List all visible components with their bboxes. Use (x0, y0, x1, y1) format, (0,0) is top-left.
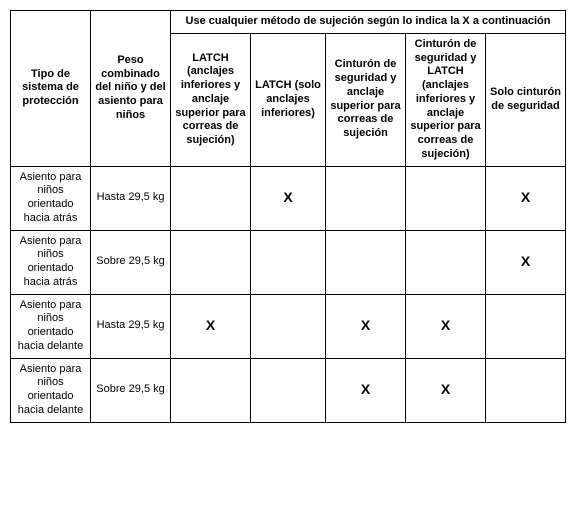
cell-weight: Sobre 29,5 kg (91, 358, 171, 422)
restraint-methods-table: Tipo de sistema de protección Peso combi… (10, 10, 566, 423)
cell-mark: X (486, 166, 566, 230)
subheader-belt-latch: Cinturón de seguridad y LATCH (anclajes … (406, 33, 486, 166)
table-row: Asiento para niños orientado hacia atrás… (11, 230, 566, 294)
cell-mark: X (326, 294, 406, 358)
cell-mark (326, 230, 406, 294)
cell-type: Asiento para niños orientado hacia delan… (11, 358, 91, 422)
cell-weight: Hasta 29,5 kg (91, 294, 171, 358)
table-row: Asiento para niños orientado hacia delan… (11, 294, 566, 358)
cell-mark: X (406, 294, 486, 358)
cell-mark (486, 358, 566, 422)
cell-mark: X (171, 294, 251, 358)
cell-mark: X (406, 358, 486, 422)
cell-weight: Sobre 29,5 kg (91, 230, 171, 294)
cell-mark (171, 358, 251, 422)
subheader-belt-tether: Cinturón de seguridad y anclaje superior… (326, 33, 406, 166)
cell-mark: X (486, 230, 566, 294)
cell-mark (326, 166, 406, 230)
cell-type: Asiento para niños orientado hacia delan… (11, 294, 91, 358)
cell-mark (486, 294, 566, 358)
cell-mark (171, 166, 251, 230)
header-combined-weight: Peso combinado del niño y del asiento pa… (91, 11, 171, 167)
header-protection-type: Tipo de sistema de protección (11, 11, 91, 167)
table-row: Asiento para niños orientado hacia delan… (11, 358, 566, 422)
subheader-latch-lower: LATCH (solo anclajes inferiores) (251, 33, 326, 166)
table-row: Asiento para niños orientado hacia atrás… (11, 166, 566, 230)
cell-mark: X (251, 166, 326, 230)
cell-mark (251, 294, 326, 358)
header-methods-spanner: Use cualquier método de sujeción según l… (171, 11, 566, 34)
subheader-latch-full: LATCH (anclajes inferiores y anclaje sup… (171, 33, 251, 166)
cell-type: Asiento para niños orientado hacia atrás (11, 230, 91, 294)
cell-mark (251, 230, 326, 294)
cell-type: Asiento para niños orientado hacia atrás (11, 166, 91, 230)
cell-mark (406, 230, 486, 294)
cell-weight: Hasta 29,5 kg (91, 166, 171, 230)
cell-mark (171, 230, 251, 294)
cell-mark (251, 358, 326, 422)
cell-mark (406, 166, 486, 230)
cell-mark: X (326, 358, 406, 422)
subheader-belt-only: Solo cinturón de seguridad (486, 33, 566, 166)
